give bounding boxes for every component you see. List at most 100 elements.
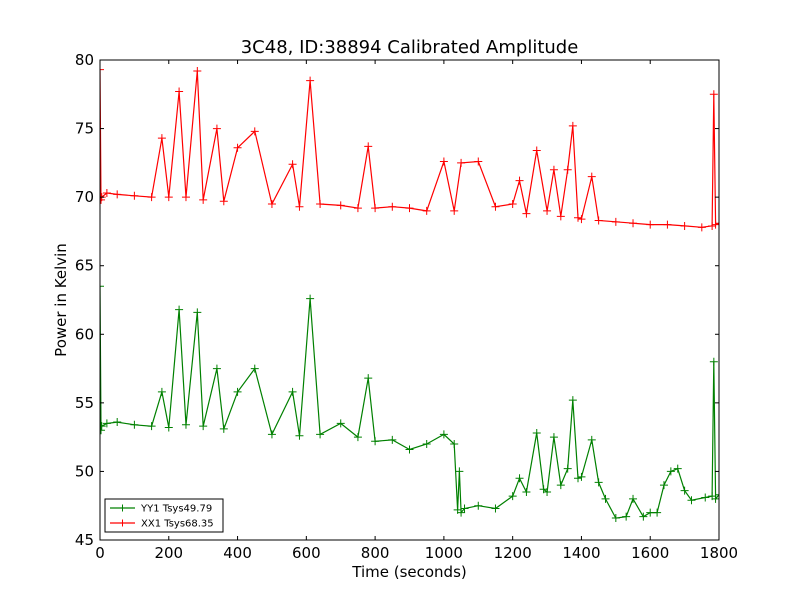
data-point-yy1 <box>316 430 325 439</box>
data-point-yy1 <box>646 508 655 517</box>
data-point-yy1 <box>336 419 345 428</box>
x-tick-label: 200 <box>154 544 183 562</box>
data-point-yy1 <box>629 494 638 503</box>
data-point-yy1 <box>680 486 689 495</box>
data-point-xx1 <box>212 124 221 133</box>
x-tick-label: 800 <box>361 544 390 562</box>
data-point-xx1 <box>147 193 156 202</box>
x-tick-label: 1600 <box>631 544 669 562</box>
y-axis-label: Power in Kelvin <box>52 243 70 357</box>
data-point-xx1 <box>508 200 517 208</box>
data-point-xx1 <box>353 204 362 213</box>
data-point-yy1 <box>175 305 184 314</box>
data-point-yy1 <box>193 308 202 317</box>
data-point-xx1 <box>663 220 672 229</box>
data-point-yy1 <box>100 422 106 431</box>
data-point-xx1 <box>288 160 297 169</box>
plot-area <box>100 65 719 523</box>
x-tick-label: 400 <box>223 544 252 562</box>
data-point-xx1 <box>250 127 259 136</box>
data-point-xx1 <box>219 197 228 206</box>
data-point-xx1 <box>371 204 380 213</box>
data-point-xx1 <box>715 219 719 228</box>
data-point-xx1 <box>157 134 166 143</box>
data-point-yy1 <box>233 387 242 396</box>
data-point-yy1 <box>577 472 586 481</box>
data-point-yy1 <box>474 501 483 510</box>
data-point-xx1 <box>708 221 717 230</box>
data-point-yy1 <box>450 440 459 448</box>
data-point-xx1 <box>532 146 541 155</box>
data-point-yy1 <box>522 488 531 496</box>
x-axis-label: Time (seconds) <box>351 563 467 581</box>
series-line-yy1 <box>100 286 719 519</box>
data-point-yy1 <box>659 481 668 490</box>
data-point-xx1 <box>594 216 603 225</box>
data-point-xx1 <box>577 215 586 224</box>
data-point-yy1 <box>457 508 466 517</box>
data-point-xx1 <box>405 204 414 213</box>
data-point-yy1 <box>100 282 104 291</box>
data-point-yy1 <box>364 374 373 383</box>
data-point-yy1 <box>455 467 464 476</box>
data-point-xx1 <box>587 172 596 181</box>
y-tick-label: 45 <box>75 531 94 549</box>
data-point-yy1 <box>422 440 431 448</box>
data-point-yy1 <box>587 435 596 444</box>
legend-marker-xx1 <box>119 519 126 527</box>
data-point-yy1 <box>543 488 552 496</box>
y-tick-label: 50 <box>75 462 94 480</box>
series-group <box>100 65 719 523</box>
data-point-yy1 <box>491 504 500 513</box>
data-point-xx1 <box>181 193 190 202</box>
data-point-yy1 <box>306 294 315 303</box>
data-point-yy1 <box>102 419 111 428</box>
y-tick-label: 55 <box>75 394 94 412</box>
y-tick-label: 70 <box>75 188 94 206</box>
data-point-yy1 <box>556 481 565 490</box>
data-point-xx1 <box>629 219 638 228</box>
data-point-yy1 <box>460 504 469 513</box>
data-point-yy1 <box>611 514 620 523</box>
data-point-yy1 <box>439 430 448 439</box>
data-point-xx1 <box>113 190 122 199</box>
legend-marker-yy1 <box>119 504 126 512</box>
data-point-yy1 <box>371 437 380 446</box>
data-point-xx1 <box>568 121 577 130</box>
y-tick-label: 60 <box>75 325 94 343</box>
data-point-xx1 <box>336 201 345 210</box>
data-point-yy1 <box>130 420 139 429</box>
x-tick-label: 600 <box>292 544 321 562</box>
data-point-yy1 <box>594 478 603 487</box>
data-point-xx1 <box>175 87 184 96</box>
axes-frame <box>99 59 720 541</box>
data-point-yy1 <box>353 433 362 442</box>
data-point-xx1 <box>522 209 531 218</box>
data-point-yy1 <box>711 494 719 503</box>
data-point-xx1 <box>439 157 448 166</box>
chart-title: 3C48, ID:38894 Calibrated Amplitude <box>241 37 579 58</box>
y-tick-label: 80 <box>75 51 94 69</box>
data-point-yy1 <box>622 512 631 521</box>
data-point-yy1 <box>295 431 304 440</box>
data-point-yy1 <box>388 435 397 444</box>
data-point-xx1 <box>697 223 706 232</box>
data-point-xx1 <box>100 65 104 74</box>
x-tick-label: 1000 <box>425 544 463 562</box>
y-tick-label: 65 <box>75 257 94 275</box>
data-point-yy1 <box>164 423 173 432</box>
data-point-xx1 <box>422 206 431 215</box>
data-point-xx1 <box>457 158 466 167</box>
data-point-yy1 <box>405 445 414 454</box>
data-point-xx1 <box>102 189 111 198</box>
data-point-xx1 <box>556 212 565 221</box>
data-point-xx1 <box>193 66 202 75</box>
data-point-xx1 <box>515 176 524 185</box>
data-point-xx1 <box>646 220 655 229</box>
axes: 0 200 400 600 800 1000 1200 1400 1600 1800 45 50 55 6… <box>75 51 738 562</box>
data-point-xx1 <box>364 142 373 151</box>
data-point-yy1 <box>181 420 190 429</box>
data-point-xx1 <box>709 90 718 99</box>
data-point-yy1 <box>288 387 297 396</box>
